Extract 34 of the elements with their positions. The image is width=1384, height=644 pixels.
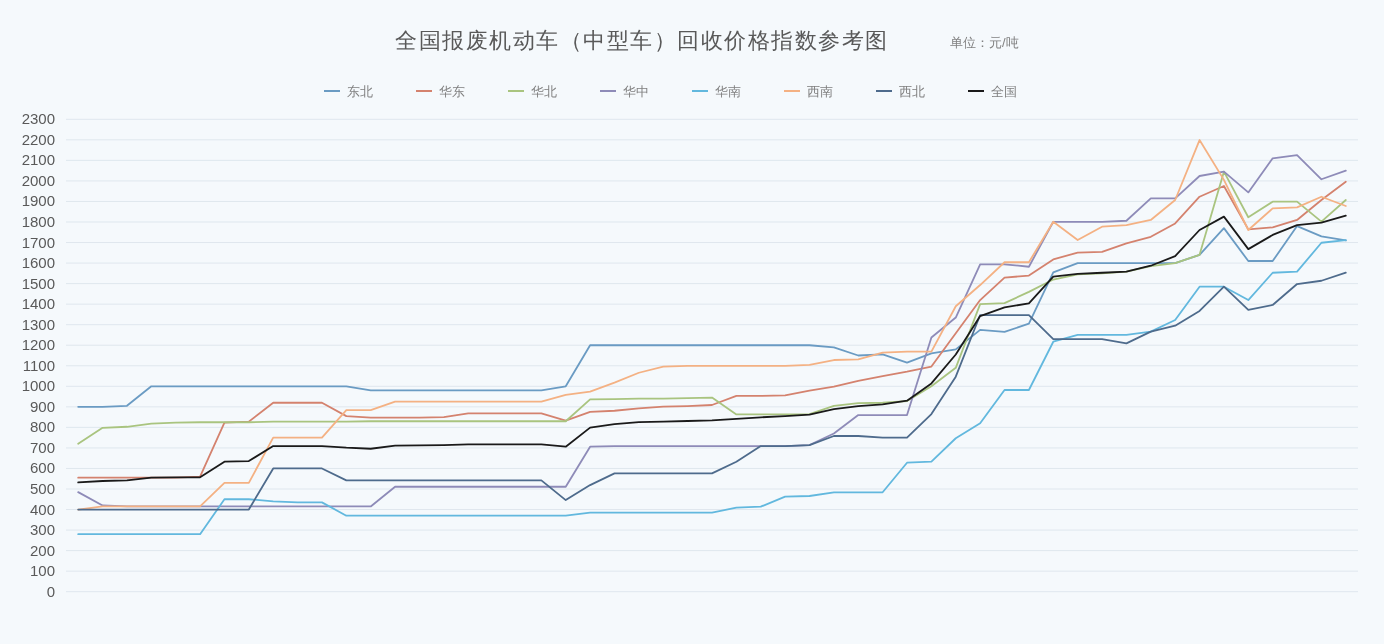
y-tick-label: 1000 <box>21 377 55 395</box>
y-tick-label: 1500 <box>21 274 55 292</box>
y-tick-label: 2000 <box>21 171 55 189</box>
y-tick-label: 700 <box>29 438 55 456</box>
y-tick-label: 200 <box>29 541 55 559</box>
legend-label: 华北 <box>531 84 557 99</box>
y-tick-label: 300 <box>29 521 55 539</box>
y-tick-label: 1700 <box>21 233 55 251</box>
y-tick-label: 1400 <box>21 295 55 313</box>
y-tick-label: 600 <box>29 459 55 477</box>
legend-label: 华南 <box>715 84 741 99</box>
chart-subtitle: 单位：元/吨 <box>950 35 1019 50</box>
y-tick-label: 2100 <box>21 151 55 169</box>
y-tick-label: 2300 <box>21 110 55 128</box>
legend-label: 华东 <box>439 84 465 99</box>
legend-label: 全国 <box>991 84 1017 99</box>
y-tick-label: 100 <box>29 562 55 580</box>
y-tick-label: 1300 <box>21 315 55 333</box>
chart-title: 全国报废机动车（中型车）回收价格指数参考图 <box>395 28 889 53</box>
y-tick-label: 0 <box>46 582 55 600</box>
y-tick-label: 400 <box>29 500 55 518</box>
y-tick-label: 500 <box>29 480 55 497</box>
y-tick-label: 1600 <box>21 254 55 272</box>
y-tick-label: 1900 <box>21 192 55 210</box>
legend-label: 西南 <box>807 84 833 99</box>
y-tick-label: 1200 <box>21 336 55 354</box>
legend-label: 华中 <box>623 84 649 99</box>
legend-label: 西北 <box>899 84 925 99</box>
y-tick-label: 1800 <box>21 213 55 230</box>
legend-label: 东北 <box>347 84 373 99</box>
y-tick-label: 900 <box>29 397 55 415</box>
y-tick-label: 800 <box>29 418 55 436</box>
y-tick-label: 2200 <box>21 130 55 148</box>
y-tick-label: 1100 <box>22 356 55 374</box>
